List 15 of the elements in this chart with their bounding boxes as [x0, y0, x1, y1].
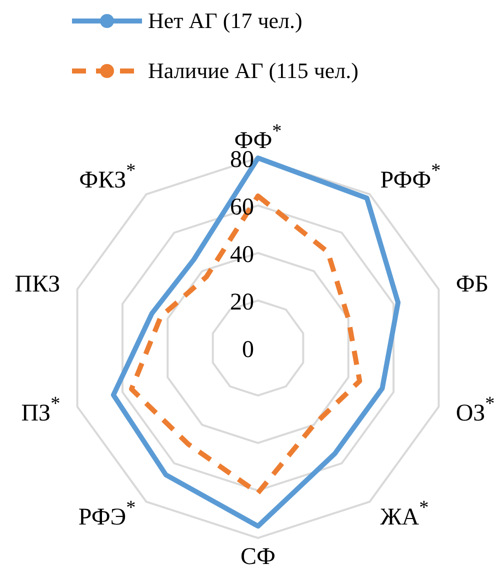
spoke-label: ФБ	[456, 272, 489, 298]
y-tick-label: 20	[230, 290, 254, 316]
spoke-label: ЖА$^{*}$	[380, 496, 429, 530]
y-tick-label: 40	[230, 242, 254, 268]
legend-label: Наличие АГ (115 чел.)	[148, 58, 358, 84]
spoke-label: ПКЗ	[14, 272, 60, 298]
spoke-label: РФЭ$^{*}$	[78, 496, 136, 530]
legend-label: Нет АГ (17 чел.)	[148, 8, 302, 34]
y-tick-label: 0	[242, 337, 254, 363]
spoke-label: РФФ$^{*}$	[380, 160, 441, 194]
spoke-label: ОЗ$^{*}$	[456, 392, 495, 426]
y-tick-label: 60	[230, 194, 254, 220]
spoke-label: СФ	[240, 544, 276, 570]
spoke-label: ФКЗ$^{*}$	[79, 160, 136, 194]
spoke-label: ПЗ$^{*}$	[21, 392, 60, 426]
